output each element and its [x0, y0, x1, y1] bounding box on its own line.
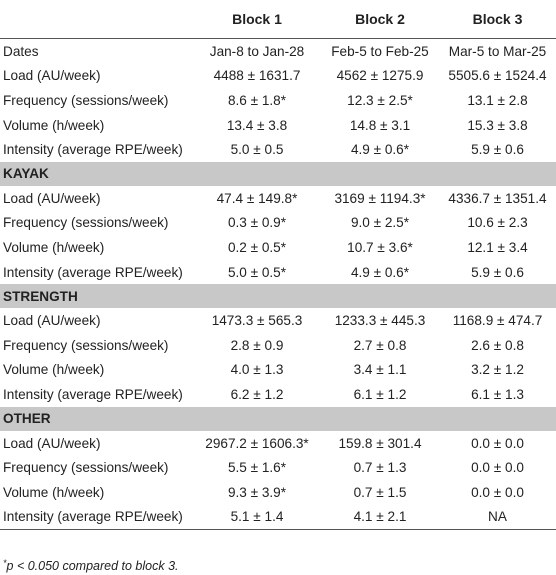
section-row: OTHER: [0, 406, 556, 431]
table-cell: 13.1 ± 2.8: [467, 92, 528, 108]
row-label: Intensity (average RPE/week): [3, 386, 183, 402]
table-cell: 13.4 ± 3.8: [226, 117, 288, 133]
section-title: STRENGTH: [0, 284, 556, 309]
header-row: Block 1 Block 2 Block 3: [0, 0, 556, 39]
table-row: Frequency (sessions/week) 5.5 ± 1.6* 0.7 ±…: [0, 455, 556, 480]
table-row: Frequency (sessions/week) 2.8 ± 0.9 2.7 ± …: [0, 333, 556, 358]
table-cell: 5.0 ± 0.5*: [227, 264, 287, 280]
table-cell: 5.9 ± 0.6: [471, 142, 524, 158]
table-cell: 12.1 ± 3.4: [467, 239, 528, 255]
table-cell: 1168.9 ± 474.7: [452, 313, 543, 329]
table-cell: 5.0 ± 0.5: [230, 142, 284, 158]
row-label: Load (AU/week): [3, 313, 101, 329]
table-cell: 14.8 ± 3.1: [349, 117, 411, 133]
table-cell: 6.1 ± 1.3: [471, 386, 524, 402]
table-cell: 10.7 ± 3.6*: [347, 239, 413, 255]
row-label: Load (AU/week): [3, 435, 101, 451]
table-cell: 4488 ± 1631.7: [213, 68, 301, 84]
row-label: Dates: [3, 43, 39, 59]
row-label: Intensity (average RPE/week): [0, 504, 193, 531]
table-cell: 0.0 ± 0.0: [471, 435, 524, 451]
table-cell: Mar-5 to Mar-25: [448, 43, 547, 59]
table-cell: 15.3 ± 3.8: [467, 117, 528, 133]
table-row: Intensity (average RPE/week) 5.0 ± 0.5* 4.…: [0, 260, 556, 285]
table-cell: 0.7 ± 1.5: [353, 484, 407, 500]
table-row: Frequency (sessions/week) 8.6 ± 1.8* 12.3 …: [0, 88, 556, 113]
table-row: Frequency (sessions/week) 0.3 ± 0.9* 9.0 ±…: [0, 211, 556, 236]
row-label: Intensity (average RPE/week): [3, 264, 183, 280]
table-cell: 12.3 ± 2.5*: [347, 92, 413, 108]
row-label: Intensity (average RPE/week): [3, 142, 183, 158]
header-block-3: Block 3: [439, 0, 556, 39]
table-cell: 5.9 ± 0.6: [471, 264, 524, 280]
row-label: Volume (h/week): [3, 484, 105, 500]
row-label: Volume (h/week): [3, 362, 105, 378]
table-row: Volume (h/week) 4.0 ± 1.3 3.4 ± 1.1 3.2 ± 1…: [0, 358, 556, 383]
row-label: Frequency (sessions/week): [3, 92, 169, 108]
table-cell: 3.4 ± 1.1: [353, 362, 407, 378]
table-cell: 0.0 ± 0.0: [471, 484, 524, 500]
table-row: Volume (h/week) 9.3 ± 3.9* 0.7 ± 1.5 0.0 ± …: [0, 480, 556, 505]
table-cell: 4.9 ± 0.6*: [350, 264, 410, 280]
table-row: Volume (h/week) 13.4 ± 3.8 14.8 ± 3.1 15.3 …: [0, 113, 556, 138]
table-cell: 0.7 ± 1.3: [353, 460, 407, 476]
table-row: Intensity (average RPE/week) 6.2 ± 1.2 6.1…: [0, 382, 556, 407]
data-table: Block 1 Block 2 Block 3 Dates Jan-8 to Ja…: [0, 0, 556, 531]
row-label: Volume (h/week): [3, 239, 105, 255]
section-row: STRENGTH: [0, 284, 556, 309]
table-cell: 5.1 ± 1.4: [193, 504, 321, 531]
table-cell: 9.0 ± 2.5*: [350, 215, 410, 231]
row-label: Volume (h/week): [3, 117, 105, 133]
table-cell: 159.8 ± 301.4: [338, 435, 422, 451]
table-cell: 2967.2 ± 1606.3*: [205, 435, 309, 451]
table-cell: 2.8 ± 0.9: [230, 337, 284, 353]
table-cell: 47.4 ± 149.8*: [216, 190, 298, 206]
header-empty: [0, 0, 193, 39]
table-cell: Feb-5 to Feb-25: [331, 43, 429, 59]
table-cell: 5.5 ± 1.6*: [227, 460, 287, 476]
table-cell: 4.1 ± 2.1: [321, 504, 439, 531]
header-block-1: Block 1: [193, 0, 321, 39]
table-cell: 0.0 ± 0.0: [471, 460, 524, 476]
table-cell: 4336.7 ± 1351.4: [448, 190, 547, 206]
table-row: Load (AU/week) 4488 ± 1631.7 4562 ± 1275.9…: [0, 64, 556, 89]
table-cell: 3169 ± 1194.3*: [334, 190, 426, 206]
table-row: Volume (h/week) 0.2 ± 0.5* 10.7 ± 3.6* 12.1…: [0, 235, 556, 260]
table-cell: 6.2 ± 1.2: [230, 386, 284, 402]
table-cell: 5505.6 ± 1524.4: [448, 68, 547, 84]
section-title: KAYAK: [0, 161, 556, 186]
row-label: Frequency (sessions/week): [3, 337, 169, 353]
row-label: Frequency (sessions/week): [3, 460, 169, 476]
table-cell: 9.3 ± 3.9*: [227, 484, 287, 500]
table-cell: 4.0 ± 1.3: [230, 362, 284, 378]
table-cell: 2.7 ± 0.8: [353, 337, 407, 353]
table-row: Intensity (average RPE/week) 5.0 ± 0.5 4.9…: [0, 137, 556, 162]
table-cell: 3.2 ± 1.2: [471, 362, 524, 378]
table-row: Load (AU/week) 47.4 ± 149.8* 3169 ± 1194.3…: [0, 186, 556, 211]
section-title: OTHER: [0, 406, 556, 431]
table-cell: 1233.3 ± 445.3: [334, 313, 426, 329]
section-row: KAYAK: [0, 161, 556, 186]
footnote: *p < 0.050 compared to block 3.: [3, 558, 179, 573]
row-label: Load (AU/week): [3, 190, 101, 206]
row-label: Frequency (sessions/week): [3, 215, 169, 231]
table-row: Load (AU/week) 2967.2 ± 1606.3* 159.8 ± 30…: [0, 431, 556, 456]
table-cell: 6.1 ± 1.2: [353, 386, 407, 402]
table-row: Load (AU/week) 1473.3 ± 565.3 1233.3 ± 445…: [0, 308, 556, 333]
header-block-2: Block 2: [321, 0, 439, 39]
table-cell: 0.3 ± 0.9*: [227, 215, 287, 231]
table-cell: Jan-8 to Jan-28: [209, 43, 305, 59]
table-cell: 4.9 ± 0.6*: [350, 142, 410, 158]
row-label: Load (AU/week): [3, 68, 101, 84]
table-cell: 1473.3 ± 565.3: [211, 313, 303, 329]
table-cell: 4562 ± 1275.9: [336, 68, 424, 84]
table-row: Dates Jan-8 to Jan-28 Feb-5 to Feb-25 Mar-5…: [0, 39, 556, 64]
table-row: Intensity (average RPE/week) 5.1 ± 1.4 4.1…: [0, 504, 556, 531]
table-cell: 2.6 ± 0.8: [471, 337, 524, 353]
table-cell: 10.6 ± 2.3: [467, 215, 528, 231]
table-cell: 8.6 ± 1.8*: [227, 92, 287, 108]
table-cell: 0.2 ± 0.5*: [227, 239, 287, 255]
table-cell: NA: [439, 504, 556, 531]
